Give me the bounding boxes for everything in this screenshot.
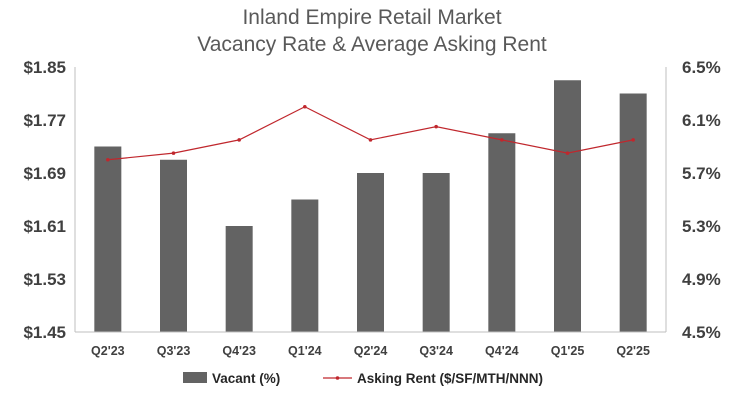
line-point [171,151,176,155]
bar [94,146,122,332]
line-point [565,151,570,155]
left-tick-label: $1.61 [23,217,66,236]
x-tick-label: Q2'25 [616,344,650,358]
x-axis-labels: Q2'23 Q3'23 Q4'23 Q1'24 Q2'24 Q3'24 Q4'24 Q1'25… [91,344,650,358]
right-tick-label: 4.5% [682,323,721,342]
line-series-asking-rent [106,104,635,162]
line-point [303,104,307,109]
bar [225,226,253,332]
line-point [500,138,504,142]
bar [422,173,450,332]
left-tick-label: $1.53 [23,270,66,289]
right-tick-label: 5.7% [682,164,721,183]
bar [619,93,647,332]
bar [291,199,319,332]
left-tick-label: $1.69 [23,164,66,183]
left-tick-label: $1.85 [23,58,66,77]
right-tick-label: 4.9% [682,270,721,289]
legend-swatch-vacant [183,372,207,383]
x-tick-label: Q2'23 [91,344,125,358]
x-tick-label: Q2'24 [354,344,388,358]
x-tick-label: Q3'23 [157,344,191,358]
legend-label-asking-rent: Asking Rent ($/SF/MTH/NNN) [357,371,543,386]
bar [554,80,581,332]
line-point [368,138,373,142]
x-tick-label: Q3'24 [419,344,453,358]
x-tick-label: Q1'25 [551,344,585,358]
right-tick-label: 5.3% [682,217,721,236]
chart-title: Inland Empire Retail Market [242,6,501,29]
right-tick-label: 6.1% [682,111,721,130]
line-point [631,138,635,142]
legend: Vacant (%) Asking Rent ($/SF/MTH/NNN) [183,371,543,386]
legend-label-vacant: Vacant (%) [212,371,280,386]
left-axis-ticks: $1.45 $1.53 $1.61 $1.69 $1.77 $1.85 [23,58,66,342]
right-axis-ticks: 4.5% 4.9% 5.3% 5.7% 6.1% 6.5% [682,58,721,342]
line-point [434,124,438,129]
x-tick-label: Q1'24 [288,344,322,358]
chart-subtitle: Vacancy Rate & Average Asking Rent [197,33,547,56]
bar [160,159,187,332]
bar [488,133,516,332]
left-tick-label: $1.77 [23,111,66,130]
legend-marker-asking-rent [335,376,340,380]
bar-series-vacant [94,80,647,332]
x-tick-label: Q4'24 [485,344,519,358]
right-tick-label: 6.5% [682,58,721,77]
left-tick-label: $1.45 [23,323,66,342]
line-point [106,157,110,162]
line-point [237,138,241,142]
bar [357,173,384,332]
x-tick-label: Q4'23 [222,344,256,358]
